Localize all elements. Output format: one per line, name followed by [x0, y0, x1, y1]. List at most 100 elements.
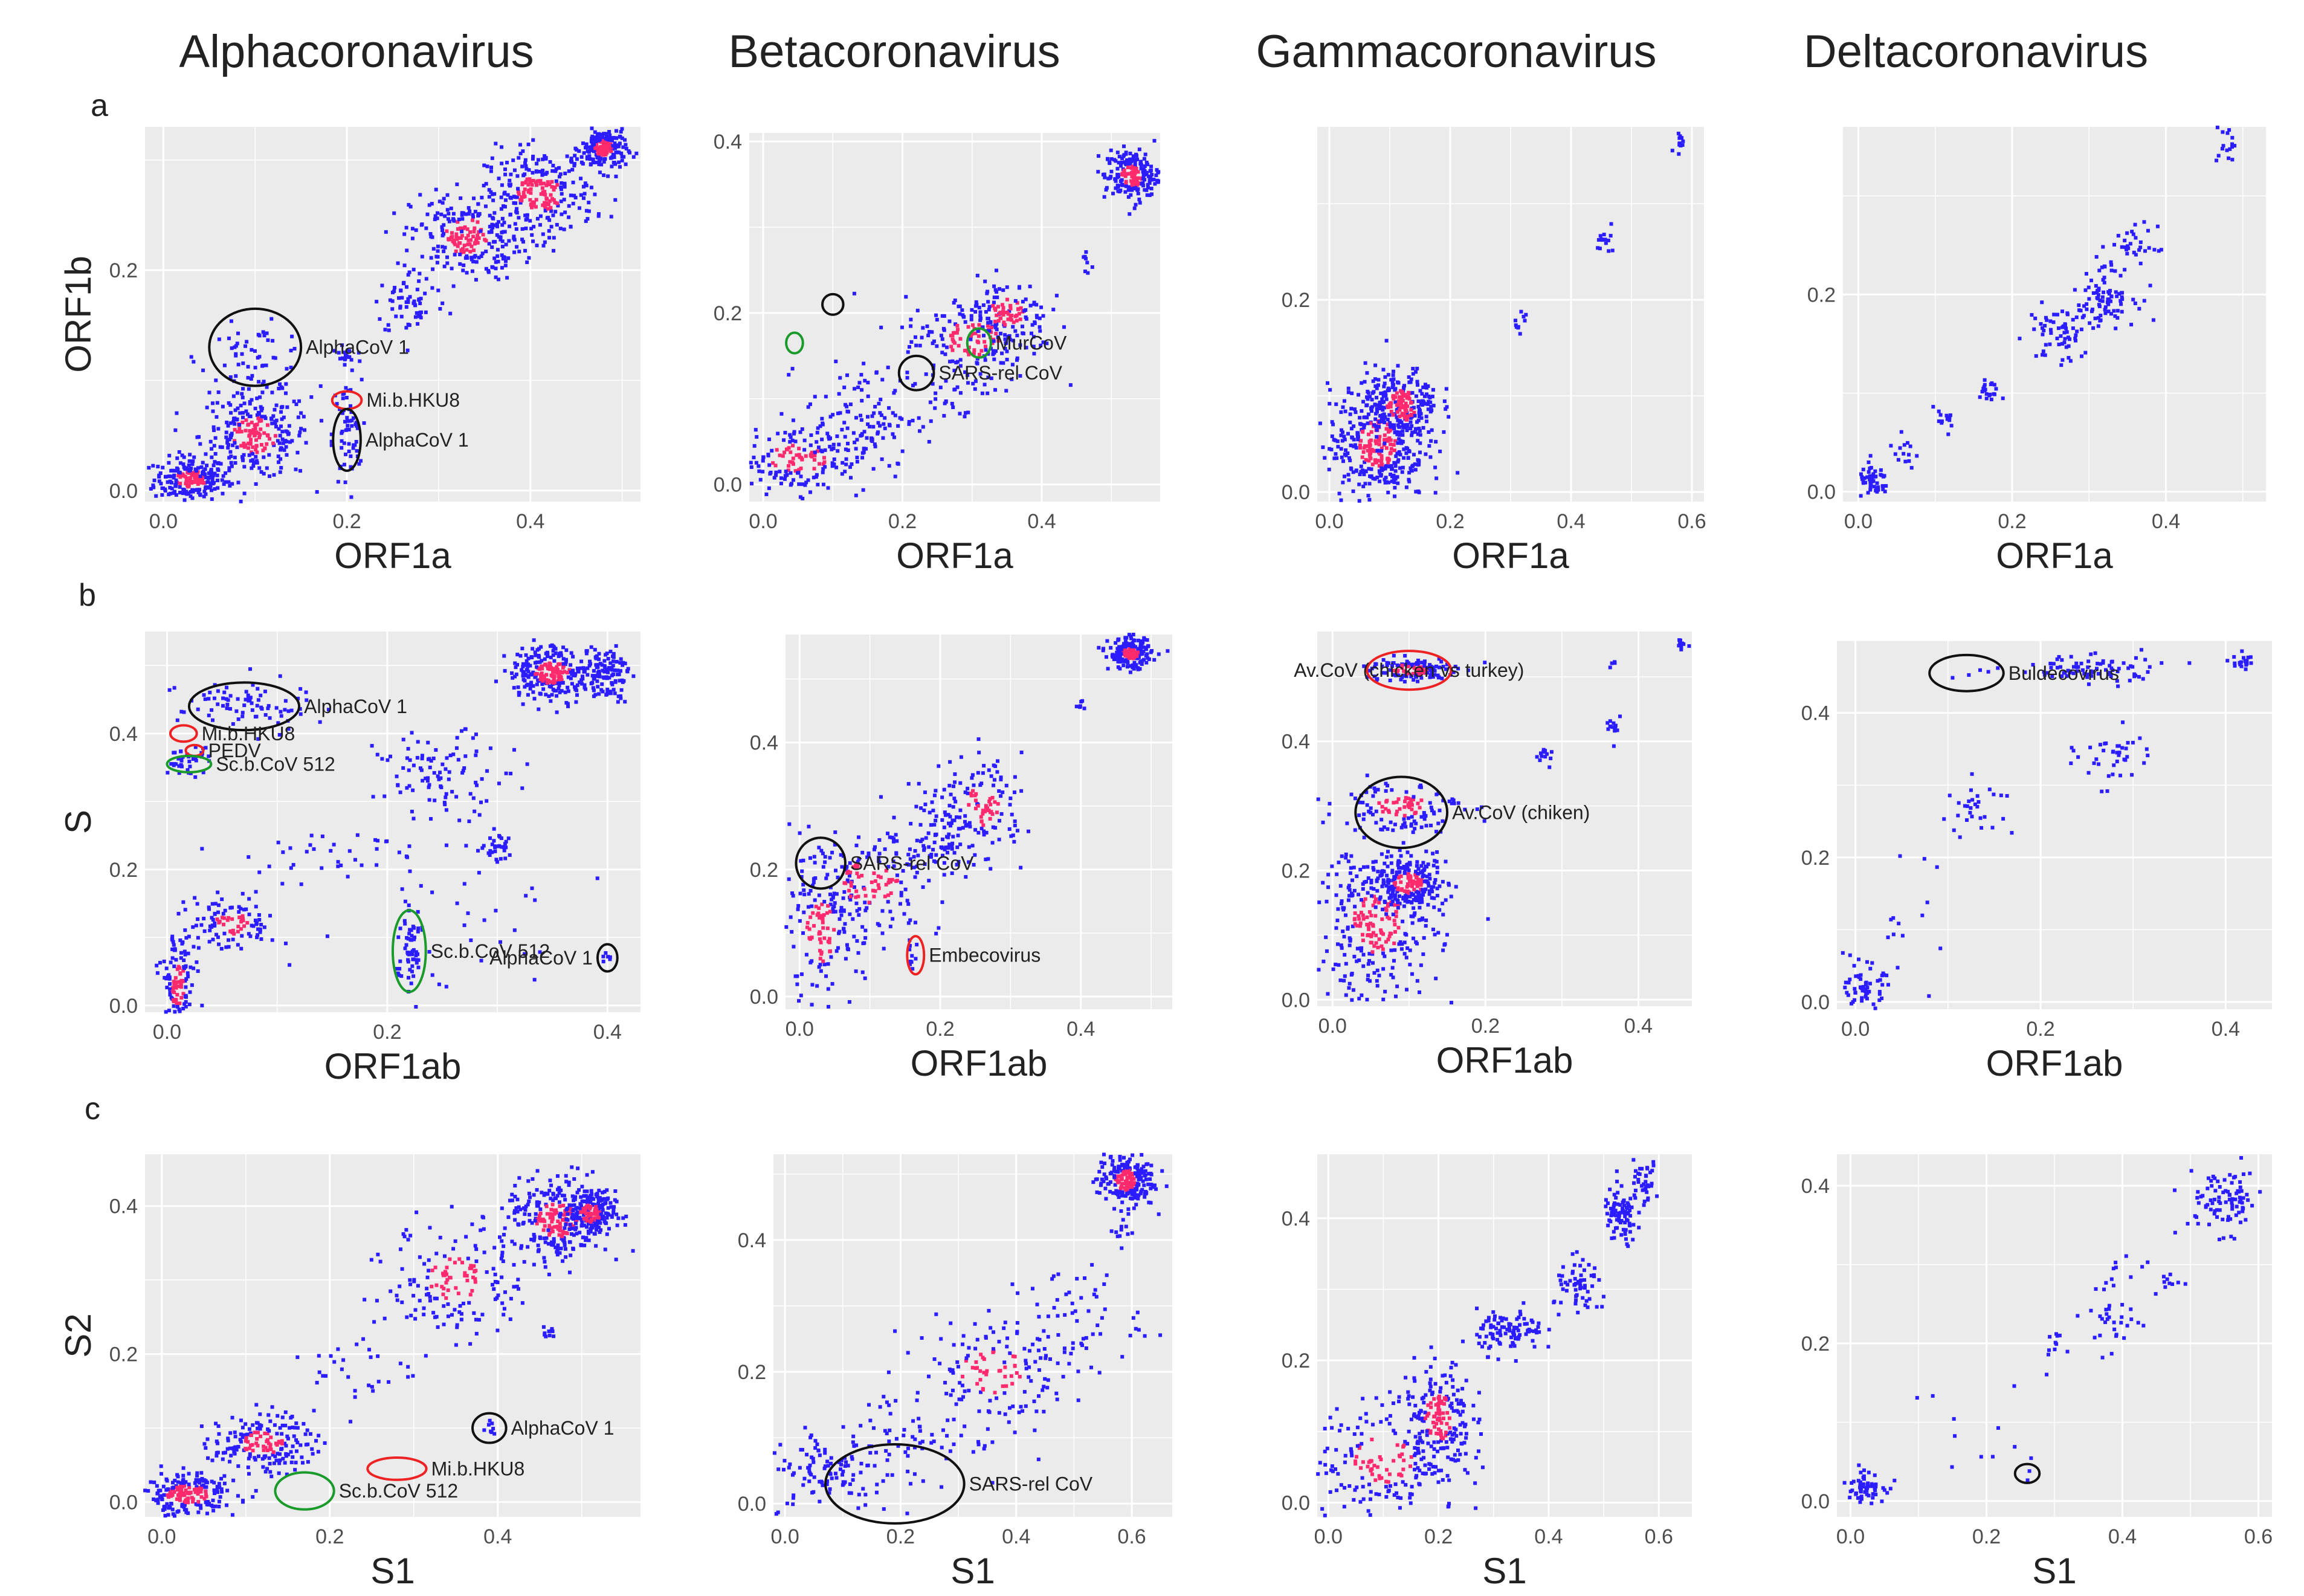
data-point [895, 879, 899, 883]
data-point [950, 871, 954, 876]
y-tick-label: 0.2 [1282, 289, 1310, 312]
data-point [1029, 331, 1033, 335]
data-point [611, 664, 615, 668]
data-point [531, 138, 535, 142]
data-point [814, 475, 818, 479]
data-point [2142, 220, 2146, 224]
data-point [1109, 175, 1113, 179]
data-point [845, 943, 849, 947]
data-point [444, 792, 448, 796]
data-point [216, 479, 220, 483]
data-point [557, 687, 561, 691]
data-point [876, 874, 880, 879]
data-point [2227, 156, 2231, 160]
data-point [490, 842, 494, 847]
data-point [818, 937, 822, 942]
data-point [571, 668, 575, 673]
data-point [1332, 438, 1336, 442]
data-point [548, 199, 552, 203]
data-point [1377, 404, 1381, 408]
data-point [842, 421, 847, 425]
data-point [2125, 231, 2129, 235]
data-point [392, 289, 396, 293]
data-point [1413, 911, 1417, 916]
data-point [1033, 321, 1037, 325]
data-point [1989, 382, 1993, 386]
data-point [544, 673, 549, 677]
data-point [973, 309, 978, 314]
data-point [411, 957, 416, 961]
data-point [241, 361, 245, 366]
data-point [221, 474, 225, 478]
data-point [1416, 459, 1421, 463]
data-point [2155, 224, 2160, 228]
data-point [808, 443, 813, 447]
data-point [997, 838, 1001, 842]
data-point [280, 882, 285, 886]
data-point [357, 351, 361, 355]
data-point [1015, 334, 1019, 338]
data-point [178, 972, 182, 976]
data-point [218, 445, 222, 449]
data-point [244, 344, 248, 348]
data-point [970, 323, 975, 327]
data-point [855, 438, 859, 442]
data-point [213, 902, 218, 906]
data-point [798, 495, 802, 499]
data-point [921, 885, 925, 889]
data-point [896, 462, 900, 466]
data-point [1335, 872, 1339, 876]
data-point [378, 317, 382, 321]
data-point [863, 976, 867, 980]
data-point [298, 712, 303, 716]
data-point [966, 349, 970, 354]
data-point [817, 845, 821, 850]
data-point [2130, 230, 2134, 234]
data-point [227, 456, 231, 460]
data-point [832, 928, 836, 932]
data-point [458, 262, 462, 266]
data-point [1404, 451, 1409, 455]
data-point [280, 447, 284, 451]
data-point [277, 460, 281, 464]
data-point [1011, 325, 1015, 329]
data-point [169, 491, 173, 496]
data-point [500, 230, 504, 234]
data-point [1136, 181, 1140, 186]
data-point [1370, 462, 1375, 467]
data-point [1441, 913, 1445, 917]
data-point [530, 672, 534, 676]
data-point [244, 418, 248, 422]
data-point [842, 881, 847, 885]
data-point [411, 974, 416, 978]
data-point [1351, 489, 1355, 493]
data-point [622, 155, 626, 159]
data-point [205, 405, 209, 410]
data-point [1989, 398, 1993, 402]
data-point [464, 212, 468, 216]
data-point [592, 142, 596, 146]
data-point [304, 441, 308, 445]
data-point [387, 328, 391, 332]
data-point [968, 824, 972, 829]
data-point [578, 680, 582, 684]
data-point [966, 381, 970, 385]
data-point [211, 918, 215, 922]
data-point [1357, 499, 1361, 503]
data-point [1357, 482, 1361, 486]
data-point [616, 694, 621, 699]
data-point [934, 313, 938, 317]
data-point [236, 943, 240, 947]
data-point [401, 737, 405, 741]
data-point [2059, 334, 2063, 338]
data-point [248, 438, 253, 442]
data-point [572, 162, 576, 166]
x-tick-label: 0.2 [373, 1021, 401, 1044]
data-point [560, 671, 564, 675]
data-point [1398, 433, 1402, 437]
data-point [1876, 485, 1880, 489]
data-point [589, 145, 593, 149]
data-point [551, 687, 555, 691]
data-point [848, 870, 853, 874]
data-point [822, 456, 826, 460]
